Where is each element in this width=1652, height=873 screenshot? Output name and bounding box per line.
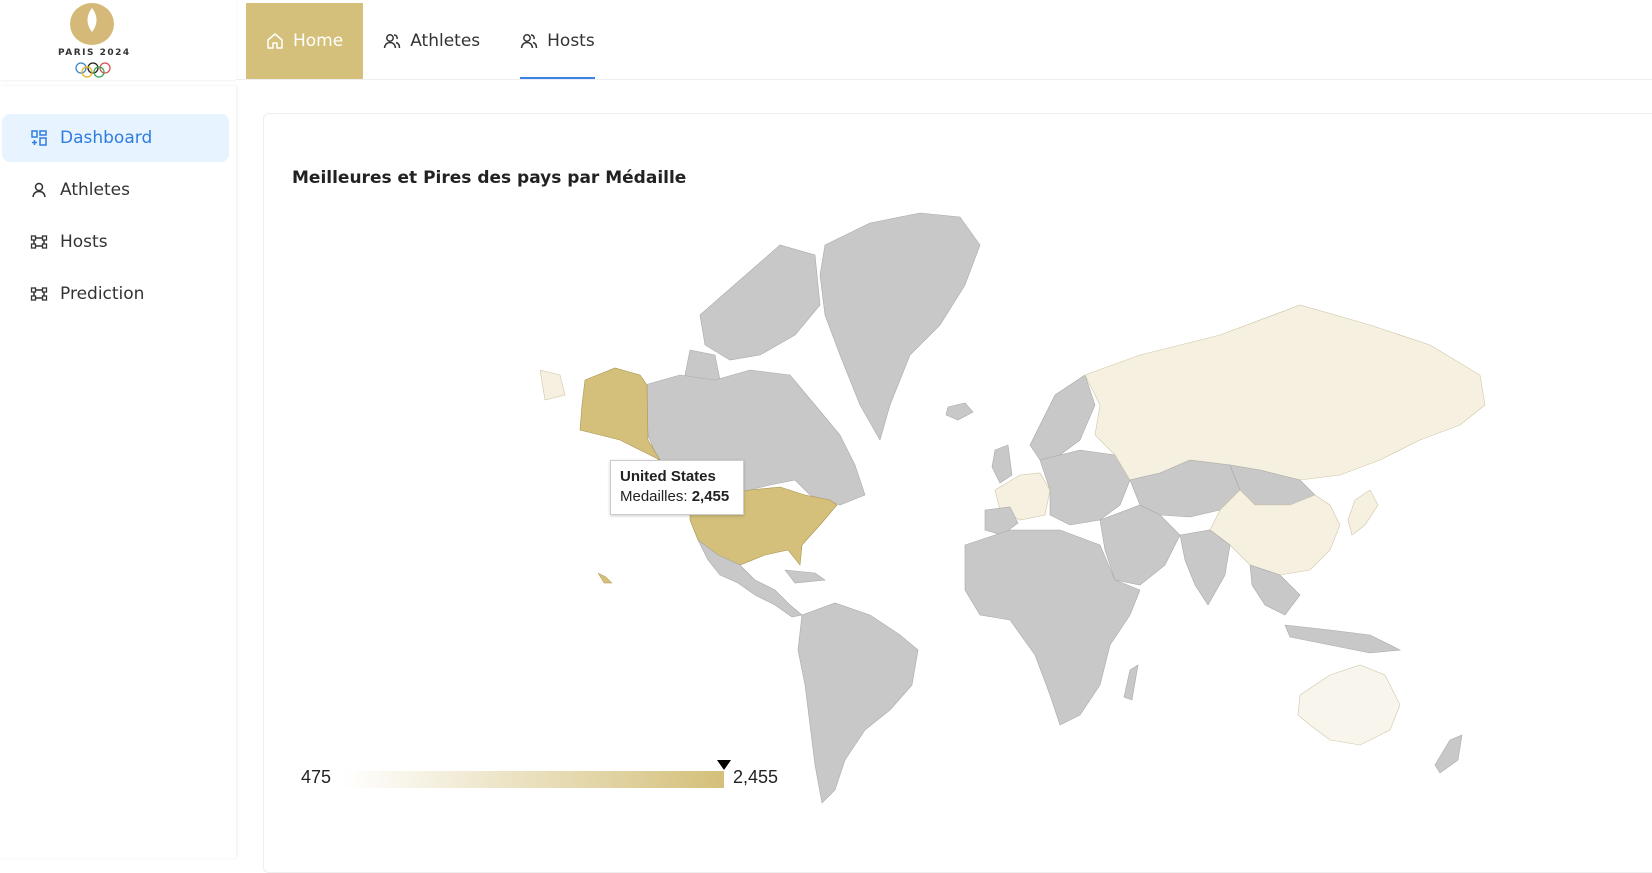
region-europe (1039, 449, 1131, 526)
sidebar-item-hosts[interactable]: Hosts (2, 218, 229, 266)
tooltip-label: Medailles: (620, 488, 688, 505)
region-hawaii (597, 572, 613, 584)
paris-2024-flame-logo (70, 3, 114, 45)
tab-athletes[interactable]: Athletes (363, 3, 500, 79)
region-india (1179, 529, 1231, 606)
region-alaska (579, 367, 661, 461)
legend-min-label: 475 (301, 767, 332, 787)
region-japan (1347, 489, 1379, 536)
sidebar-item-athletes-label: Athletes (60, 180, 130, 200)
legend-color-scale (343, 771, 724, 788)
region-caribbean (784, 569, 826, 584)
logo-text: PARIS 2024 (58, 48, 131, 58)
users-icon (520, 34, 538, 49)
region-africa (964, 529, 1141, 726)
chart-title: Meilleures et Pires des pays par Médaill… (292, 168, 687, 188)
region-south-america (797, 602, 919, 804)
home-icon (267, 33, 283, 49)
frame-icon (30, 287, 48, 301)
top-navigation: Home Athletes Hosts (246, 3, 615, 79)
olympic-rings-icon (75, 62, 111, 78)
sidebar-item-prediction-label: Prediction (60, 284, 145, 304)
sidebar-item-prediction[interactable]: Prediction (2, 270, 229, 318)
tab-athletes-label: Athletes (410, 31, 481, 51)
region-scandinavia (1029, 374, 1096, 461)
region-australia (1297, 664, 1401, 746)
region-iceland (945, 402, 974, 421)
region-se-asia (1249, 564, 1301, 616)
sidebar: Dashboard Athletes Hosts Prediction (0, 86, 236, 858)
logo-area: PARIS 2024 (0, 0, 236, 80)
region-russia (1084, 304, 1486, 481)
region-uk (991, 444, 1013, 484)
tab-hosts[interactable]: Hosts (500, 3, 615, 79)
region-new-zealand (1434, 734, 1463, 774)
region-middle-east (1099, 504, 1181, 586)
dashboard-icon (31, 130, 47, 146)
region-canada-islands (699, 244, 821, 361)
tooltip-value: 2,455 (691, 488, 730, 505)
legend-max-label: 2,455 (733, 767, 779, 787)
sidebar-item-athletes[interactable]: Athletes (2, 166, 229, 214)
sidebar-item-hosts-label: Hosts (60, 232, 108, 252)
tab-home[interactable]: Home (246, 3, 364, 79)
map-tooltip: United States Medailles: 2,455 (610, 460, 744, 515)
tooltip-country: United States (620, 468, 716, 485)
users-icon (383, 34, 401, 49)
tab-hosts-label: Hosts (547, 31, 595, 51)
topbar-divider (236, 79, 1652, 80)
region-indonesia (1284, 624, 1402, 654)
frame-icon (30, 235, 48, 249)
sidebar-item-dashboard[interactable]: Dashboard (2, 114, 229, 162)
region-greenland (819, 212, 981, 441)
world-map[interactable] (540, 205, 1500, 810)
region-madagascar (1123, 664, 1139, 701)
region-china (1209, 489, 1341, 576)
tab-home-label: Home (293, 31, 344, 51)
legend-value-marker (717, 760, 731, 770)
region-iberia (984, 506, 1019, 536)
sidebar-item-dashboard-label: Dashboard (60, 128, 153, 148)
region-russia-east (540, 369, 566, 401)
user-icon (32, 182, 46, 198)
region-mexico (697, 539, 803, 618)
